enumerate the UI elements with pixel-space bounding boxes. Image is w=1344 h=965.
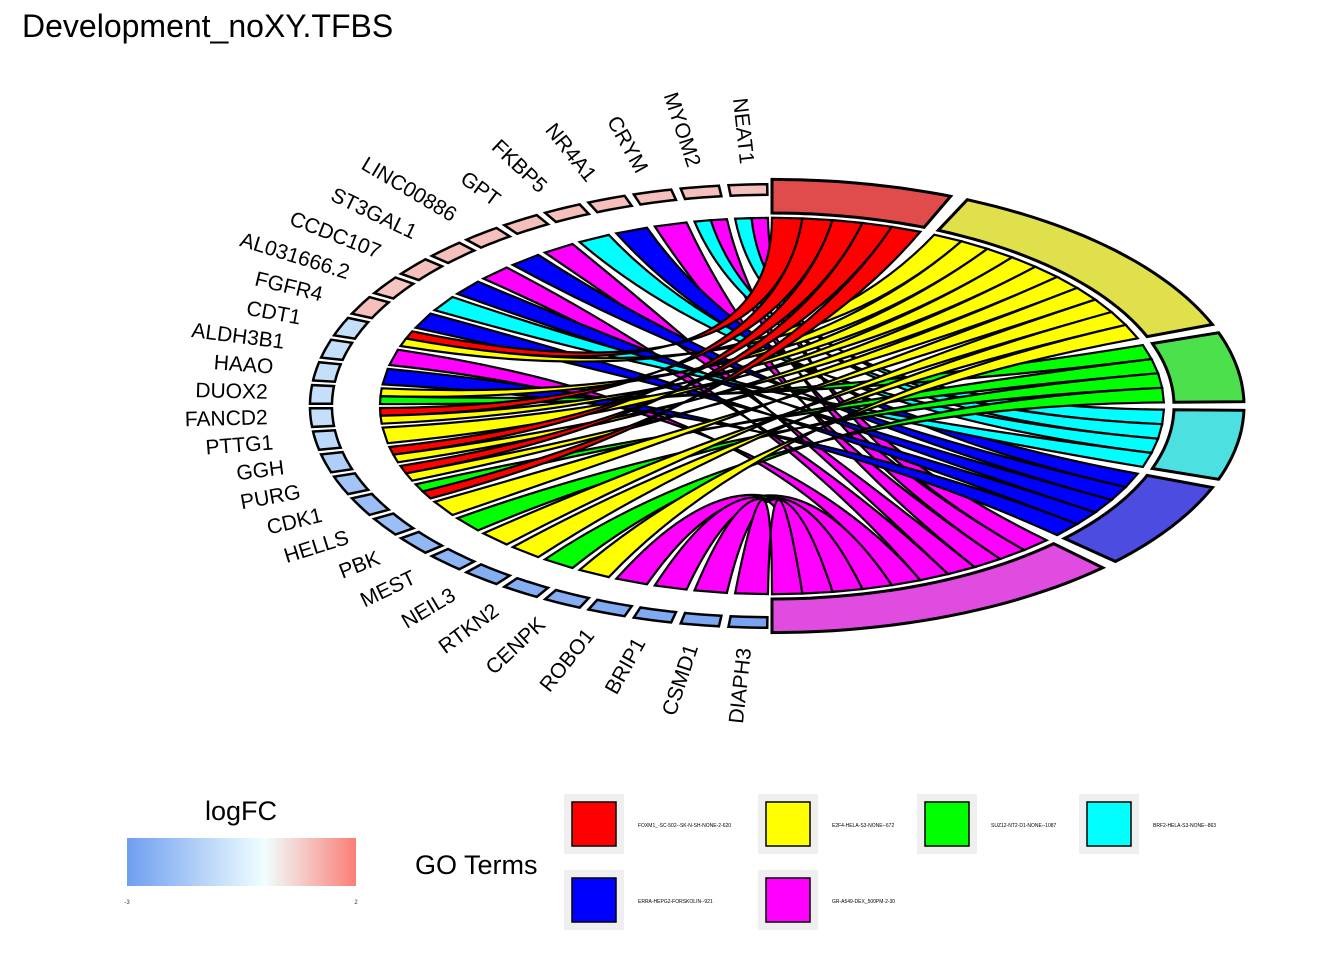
term-key-label: E2F4-HELA-S3-NONE--672 xyxy=(832,823,894,829)
gene-label: BRIP1 xyxy=(601,634,651,698)
term-sector xyxy=(1149,331,1246,404)
gene-logfc-box xyxy=(542,588,592,609)
gene-logfc-box xyxy=(463,563,513,586)
go-terms-legend-title: GO Terms xyxy=(415,850,538,880)
chord-link xyxy=(379,239,990,398)
gene-logfc-box xyxy=(542,203,592,224)
gene-logfc-box xyxy=(319,338,355,362)
term-sector xyxy=(935,198,1216,339)
term-key-swatch xyxy=(1086,801,1132,847)
gene-logfc-box xyxy=(429,241,478,265)
logfc-min-label: -3 xyxy=(124,900,130,906)
logfc-max-label: 2 xyxy=(354,900,358,906)
gene-label: CSMD1 xyxy=(658,641,703,718)
term-sector xyxy=(770,177,954,230)
term-key-label: ERRA-HEPG2-FORSKOLIN--921 xyxy=(638,899,713,905)
term-key-label: GR-A549-DEX_500PM-2-30 xyxy=(832,899,895,905)
gene-label: PURG xyxy=(239,481,303,515)
gene-logfc-box xyxy=(349,295,392,320)
chord-link xyxy=(398,221,894,475)
chord-link xyxy=(387,218,865,456)
gene-logfc-box xyxy=(398,257,445,282)
term-key-swatch xyxy=(924,801,970,847)
term-key-label: BRF2-HELA-S3-NONE--863 xyxy=(1153,823,1216,829)
chord-link xyxy=(510,310,1128,559)
gene-logfc-box xyxy=(308,383,336,406)
term-sectors xyxy=(770,177,1246,635)
gene-logfc-box xyxy=(308,406,336,429)
gene-label: HAAO xyxy=(213,351,274,378)
gene-label: CDK1 xyxy=(265,504,325,540)
gene-logfc-box xyxy=(726,615,769,629)
gene-logfc-box xyxy=(631,606,678,624)
term-key-label: FOXM1_-SC-502--SK-N-SH-NONE-2-620 xyxy=(638,823,731,829)
gene-logfc-box xyxy=(371,276,417,300)
gene-label: FANCD2 xyxy=(185,406,268,431)
gene-logfc-box xyxy=(429,547,478,571)
gene-logfc-box xyxy=(726,183,769,197)
term-key-swatch xyxy=(765,877,811,923)
gene-label: CRYM xyxy=(602,112,652,177)
gene-logfc-box xyxy=(398,530,445,555)
chord-link xyxy=(403,216,804,358)
gene-label: DIAPH3 xyxy=(725,647,756,725)
gene-label: ROBO1 xyxy=(535,625,599,697)
gene-logfc-box xyxy=(319,450,355,474)
chord-link xyxy=(391,265,1060,464)
gene-logfc-box xyxy=(501,576,551,599)
term-key-label: SUZ12-NT2-D1-NONE--1087 xyxy=(991,823,1057,829)
term-key-swatch xyxy=(765,801,811,847)
chord-link xyxy=(480,298,1114,546)
gene-logfc-box xyxy=(349,492,392,517)
gene-logfc-box xyxy=(331,472,371,496)
term-key-swatch xyxy=(571,877,617,923)
chord-link xyxy=(733,499,804,596)
gene-label: PBK xyxy=(336,547,384,584)
gene-logfc-box xyxy=(678,611,723,628)
gene-logfc-box xyxy=(586,194,634,214)
gene-label: NEAT1 xyxy=(728,97,758,165)
gene-label: PTTG1 xyxy=(205,431,274,459)
gene-label: DUOX2 xyxy=(195,379,268,404)
gene-logfc-box xyxy=(463,226,513,249)
term-sector xyxy=(770,542,1107,635)
chord-links xyxy=(378,216,1166,596)
chord-link xyxy=(432,286,1098,517)
gene-logfc-box xyxy=(631,188,678,206)
gene-logfc-box xyxy=(311,428,343,452)
term-key-swatch xyxy=(571,801,617,847)
gene-logfc-box xyxy=(678,184,723,201)
gene-logfc-box xyxy=(331,316,371,340)
gene-logfc-box xyxy=(501,213,551,236)
gene-logfc-box xyxy=(311,360,343,384)
gene-label: MYOM2 xyxy=(659,90,705,170)
chord-link xyxy=(398,233,964,363)
logfc-gradient-bar xyxy=(127,838,356,886)
chord-link xyxy=(420,225,923,500)
logfc-legend: logFC -3 2 xyxy=(124,796,358,906)
go-terms-legend: GO Terms FOXM1_-SC-502--SK-N-SH-NONE-2-62… xyxy=(415,794,1216,930)
gene-label: CDT1 xyxy=(245,297,303,330)
chord-link xyxy=(577,233,1160,455)
gene-logfc-box xyxy=(371,512,417,536)
gene-label: GGH xyxy=(235,456,285,485)
chord-link xyxy=(577,323,1140,579)
chart-title: Development_noXY.TFBS xyxy=(22,8,394,44)
gene-label: GPT xyxy=(456,167,505,211)
term-sector xyxy=(1060,473,1216,564)
chord-link xyxy=(379,247,1015,425)
logfc-legend-title: logFC xyxy=(205,796,277,826)
gene-label: NR4A1 xyxy=(541,119,601,186)
gene-logfc-box xyxy=(586,598,634,618)
term-sector xyxy=(1149,408,1246,481)
chord-link xyxy=(378,217,835,417)
